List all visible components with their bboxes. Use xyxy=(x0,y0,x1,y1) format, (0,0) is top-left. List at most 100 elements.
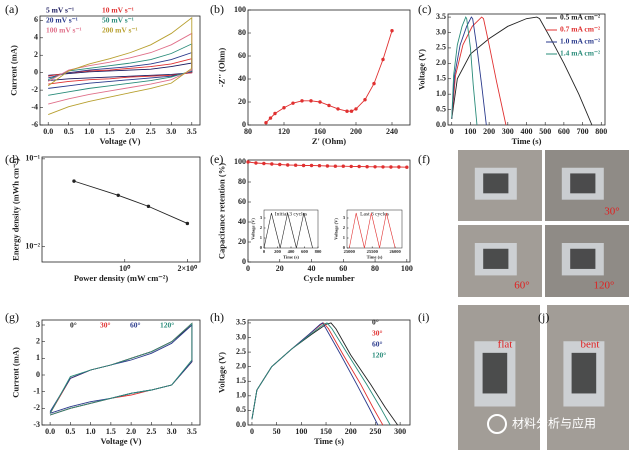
legend-label: 1.4 mA cm⁻² xyxy=(560,49,601,58)
photo-label: 30° xyxy=(604,206,619,218)
point xyxy=(72,179,76,183)
x-tick-label: 2×10⁰ xyxy=(177,264,198,273)
y-tick-label: 3.0 xyxy=(436,27,446,36)
point xyxy=(389,165,393,169)
photo-electrode xyxy=(571,352,597,394)
panel-label: (g) xyxy=(5,310,19,324)
watermark-group: 材料分析与应用 xyxy=(487,414,596,434)
y-tick-label: -2 xyxy=(33,403,40,412)
point xyxy=(116,193,120,197)
legend-label: 120° xyxy=(160,321,174,330)
x-tick-label: 200 xyxy=(483,127,495,136)
x-tick-label: 250 xyxy=(369,427,381,436)
series-line xyxy=(451,16,487,126)
x-tick-label: 300 xyxy=(394,427,406,436)
panel-label: (i) xyxy=(418,310,429,324)
x-tick-label: 100 xyxy=(464,127,476,136)
y-tick-label: 3.5 xyxy=(436,12,446,21)
photo-electrode xyxy=(483,248,509,269)
panel-label: (e) xyxy=(210,152,223,166)
y-tick-label: -1 xyxy=(33,386,40,395)
x-axis-label: Cycle number xyxy=(303,273,354,283)
x-tick-label: 400 xyxy=(521,127,533,136)
x-tick-label: 25000 xyxy=(344,249,356,254)
y-axis-label: Voltage (V) xyxy=(416,49,426,90)
legend-label: 200 mV s⁻¹ xyxy=(102,26,138,35)
x-tick-label: 700 xyxy=(577,127,589,136)
photo-label: 60° xyxy=(514,280,529,292)
y-tick-label: 2 xyxy=(343,225,346,230)
point xyxy=(286,163,290,167)
y-tick-label: 1.5 xyxy=(436,74,446,83)
x-axis-label: Time (s) xyxy=(283,254,299,259)
panel-label: (a) xyxy=(5,2,18,16)
point xyxy=(345,109,349,113)
legend-label: 60° xyxy=(130,321,141,330)
point xyxy=(365,165,369,169)
y-axis-label: Voltage (V) xyxy=(216,352,226,393)
plot-frame xyxy=(247,9,411,126)
point xyxy=(282,106,286,110)
point xyxy=(336,107,340,111)
point xyxy=(390,29,394,33)
series-line xyxy=(49,322,193,416)
x-tick-label: 1.0 xyxy=(86,427,96,436)
plot-frame xyxy=(41,156,201,263)
x-tick-label: 25500 xyxy=(367,249,379,254)
x-tick-label: 0 xyxy=(250,427,254,436)
legend-label: 30° xyxy=(372,329,383,338)
y-tick-label: 0 xyxy=(343,245,346,250)
y-tick-label: 0 xyxy=(242,120,246,129)
x-tick-label: 100 xyxy=(295,427,307,436)
y-tick-label: 80 xyxy=(238,177,246,186)
x-tick-label: 160 xyxy=(314,127,326,136)
panel-label: (j) xyxy=(538,310,549,324)
x-tick-label: 150 xyxy=(320,427,332,436)
y-tick-label: 40 xyxy=(238,74,246,83)
y-tick-label: 2.0 xyxy=(236,361,246,370)
photo-label: 120° xyxy=(594,280,615,292)
y-tick-label: 100 xyxy=(234,157,246,166)
x-tick-label: 80 xyxy=(244,127,252,136)
x-tick-label: 3.0 xyxy=(166,127,176,136)
point xyxy=(381,165,385,169)
y-tick-label: -4 xyxy=(31,102,38,111)
series-line xyxy=(263,212,313,249)
x-tick-label: 2.0 xyxy=(126,427,136,436)
point xyxy=(327,103,331,108)
x-tick-label: 20 xyxy=(276,264,284,273)
plot-frame xyxy=(247,159,411,263)
point xyxy=(357,164,361,169)
point xyxy=(309,99,313,103)
point xyxy=(264,121,268,125)
x-tick-label: 0.0 xyxy=(45,427,55,436)
point xyxy=(146,204,151,209)
x-tick-label: 2.0 xyxy=(125,127,135,136)
plot-frame xyxy=(346,209,403,249)
point xyxy=(381,57,385,62)
y-tick-label: 3 xyxy=(36,320,40,329)
y-tick-label: 1 xyxy=(36,353,40,362)
series-line xyxy=(451,16,478,126)
x-axis-label: Time (s) xyxy=(512,136,542,146)
point xyxy=(397,165,401,169)
y-tick-label: 0 xyxy=(34,68,38,77)
x-axis-label: Voltage (V) xyxy=(100,136,141,146)
series-line xyxy=(47,16,193,115)
y-axis-label: Current (mA) xyxy=(10,347,20,398)
legend-label: 100 mV s⁻¹ xyxy=(46,26,82,35)
legend-label: 60° xyxy=(372,340,383,349)
y-tick-label: 4 xyxy=(34,33,38,42)
point xyxy=(325,164,330,168)
point xyxy=(309,163,314,168)
x-tick-label: 60 xyxy=(339,264,347,273)
y-tick-label: 20 xyxy=(238,237,246,246)
x-tick-label: 400 xyxy=(288,249,296,254)
x-tick-label: 2.5 xyxy=(146,127,156,136)
point xyxy=(349,109,354,113)
x-tick-label: 2.5 xyxy=(146,427,156,436)
y-tick-label: 1 xyxy=(260,235,263,240)
y-tick-label: 1.5 xyxy=(236,376,246,385)
x-tick-label: 300 xyxy=(502,127,514,136)
